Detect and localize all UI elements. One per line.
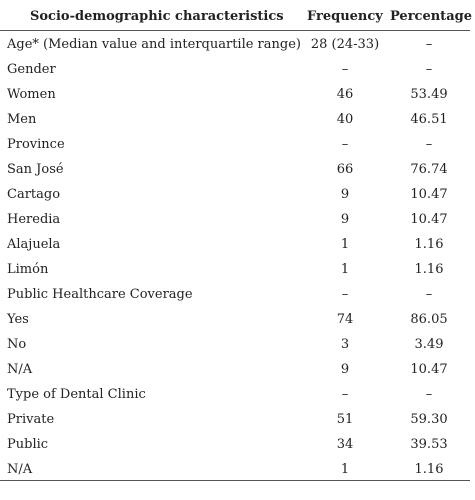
cell-characteristic: Alajuela	[7, 237, 61, 252]
cell-characteristic: N/A	[7, 362, 33, 377]
cell-characteristic: Yes	[7, 312, 29, 327]
header-characteristics: Socio-demographic characteristics	[30, 9, 284, 24]
header-rule	[0, 30, 470, 31]
table-row: Age* (Median value and interquartile ran…	[0, 32, 475, 57]
cell-percentage: 3.49	[414, 337, 444, 352]
header-percentage: Percentage	[390, 9, 472, 24]
cell-characteristic: Men	[7, 112, 37, 127]
cell-frequency: 3	[340, 337, 350, 352]
cell-percentage: –	[425, 137, 433, 152]
table-row: Type of Dental Clinic – –	[0, 382, 475, 407]
cell-frequency: 1	[340, 262, 350, 277]
cell-percentage: 76.74	[410, 162, 448, 177]
cell-characteristic: San José	[7, 162, 64, 177]
cell-percentage: –	[425, 287, 433, 302]
cell-percentage: 10.47	[410, 212, 448, 227]
table-row: N/A 1 1.16	[0, 457, 475, 482]
cell-frequency: 1	[340, 462, 350, 477]
bottom-rule	[0, 480, 470, 481]
table-row: Women 46 53.49	[0, 82, 475, 107]
table-row: No 3 3.49	[0, 332, 475, 357]
table-row: Private 51 59.30	[0, 407, 475, 432]
table-row: Cartago 9 10.47	[0, 182, 475, 207]
cell-percentage: 46.51	[410, 112, 448, 127]
table-row: Gender – –	[0, 57, 475, 82]
table-header: Socio-demographic characteristics Freque…	[0, 7, 472, 29]
table-row: Heredia 9 10.47	[0, 207, 475, 232]
cell-percentage: 53.49	[410, 87, 448, 102]
cell-frequency: –	[341, 387, 349, 402]
cell-percentage: 59.30	[410, 412, 448, 427]
table-body: Age* (Median value and interquartile ran…	[0, 32, 475, 482]
cell-characteristic: Limón	[7, 262, 49, 277]
table-row: Alajuela 1 1.16	[0, 232, 475, 257]
cell-frequency: –	[341, 137, 349, 152]
cell-characteristic: Public Healthcare Coverage	[7, 287, 193, 302]
cell-percentage: 1.16	[414, 237, 444, 252]
cell-frequency: 66	[336, 162, 354, 177]
table-row: Public Healthcare Coverage – –	[0, 282, 475, 307]
table-row: San José 66 76.74	[0, 157, 475, 182]
cell-frequency: 34	[336, 437, 354, 452]
table-row: Limón 1 1.16	[0, 257, 475, 282]
cell-percentage: 1.16	[414, 462, 444, 477]
cell-percentage: 86.05	[410, 312, 448, 327]
cell-frequency: 28 (24-33)	[310, 37, 380, 52]
cell-percentage: 39.53	[410, 437, 448, 452]
cell-frequency: –	[341, 287, 349, 302]
cell-characteristic: Gender	[7, 62, 56, 77]
cell-characteristic: Province	[7, 137, 65, 152]
cell-characteristic: Heredia	[7, 212, 61, 227]
cell-characteristic: Cartago	[7, 187, 61, 202]
table-row: Province – –	[0, 132, 475, 157]
cell-percentage: 10.47	[410, 187, 448, 202]
cell-frequency: –	[341, 62, 349, 77]
cell-characteristic: N/A	[7, 462, 33, 477]
cell-characteristic: Age* (Median value and interquartile ran…	[7, 37, 301, 52]
table-row: Public 34 39.53	[0, 432, 475, 457]
cell-frequency: 9	[340, 212, 350, 227]
cell-characteristic: No	[7, 337, 27, 352]
cell-characteristic: Type of Dental Clinic	[7, 387, 146, 402]
cell-frequency: 74	[336, 312, 354, 327]
cell-frequency: 40	[336, 112, 354, 127]
cell-characteristic: Public	[7, 437, 49, 452]
cell-frequency: 46	[336, 87, 354, 102]
cell-frequency: 9	[340, 187, 350, 202]
cell-characteristic: Women	[7, 87, 56, 102]
cell-frequency: 51	[336, 412, 354, 427]
cell-characteristic: Private	[7, 412, 55, 427]
cell-percentage: 1.16	[414, 262, 444, 277]
cell-percentage: 10.47	[410, 362, 448, 377]
cell-percentage: –	[425, 37, 433, 52]
cell-percentage: –	[425, 387, 433, 402]
table-row: Men 40 46.51	[0, 107, 475, 132]
cell-frequency: 9	[340, 362, 350, 377]
table-row: N/A 9 10.47	[0, 357, 475, 382]
table-row: Yes 74 86.05	[0, 307, 475, 332]
cell-frequency: 1	[340, 237, 350, 252]
header-frequency: Frequency	[307, 9, 383, 24]
cell-percentage: –	[425, 62, 433, 77]
